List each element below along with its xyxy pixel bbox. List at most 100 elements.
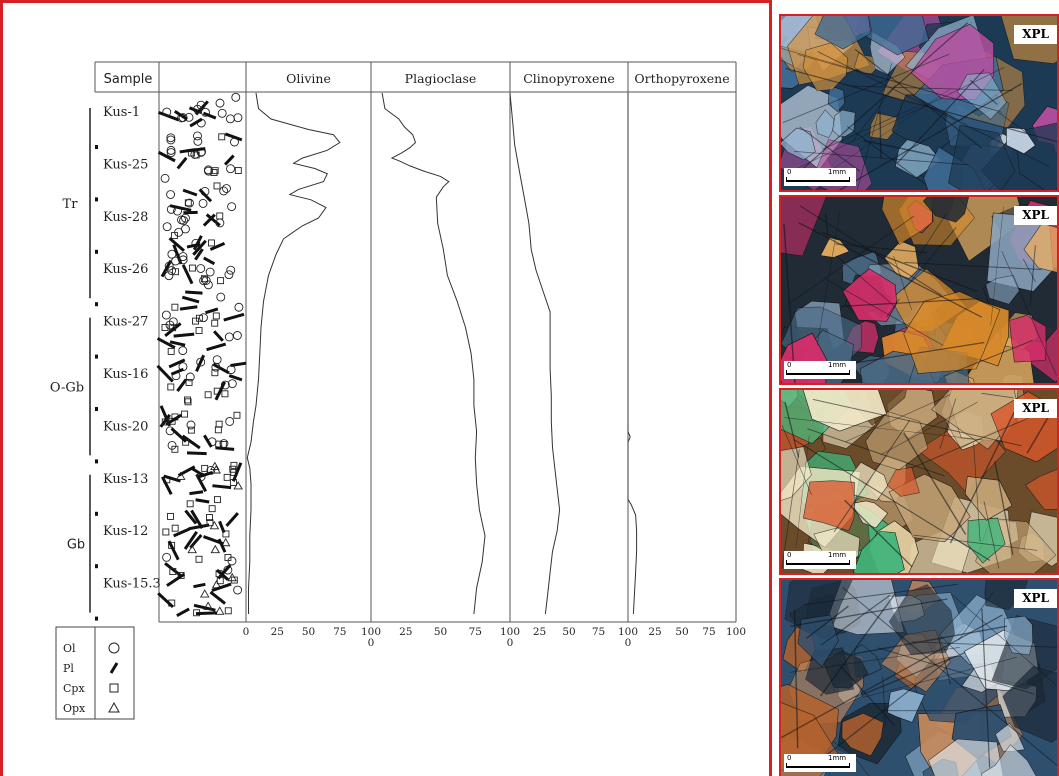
fracture-line xyxy=(781,449,800,569)
fracture-line xyxy=(789,67,1005,173)
legend-label-pl: Pl xyxy=(63,662,74,675)
fracture-line xyxy=(855,651,966,699)
fracture-line xyxy=(973,442,981,542)
plagioclase-symbol xyxy=(192,239,207,256)
mineral-grain xyxy=(815,109,835,138)
plagioclase-symbol xyxy=(212,363,230,375)
clinopyroxene-symbol xyxy=(170,232,178,240)
clinopyroxene-symbol xyxy=(210,169,218,176)
panel-title-olivine: Olivine xyxy=(286,71,331,86)
fracture-line xyxy=(877,647,1035,695)
mineral-grain xyxy=(802,480,855,532)
plagioclase-symbol xyxy=(179,148,196,154)
series-line-plagioclase xyxy=(381,92,486,615)
mineral-grain xyxy=(887,688,925,723)
x-tick-label: 100 xyxy=(361,626,381,638)
x-tick-label: 100 xyxy=(500,626,520,638)
x-tick-label: 75 xyxy=(592,626,605,638)
clinopyroxene-symbol xyxy=(182,438,190,446)
mineral-grain xyxy=(853,52,876,75)
olivine-symbol xyxy=(168,317,178,327)
fracture-line xyxy=(880,401,978,456)
clinopyroxene-symbol xyxy=(213,182,221,190)
mineral-grain xyxy=(842,268,898,322)
clinopyroxene-symbol xyxy=(212,312,220,320)
clinopyroxene-symbol xyxy=(188,264,196,272)
plagioclase-symbol xyxy=(173,527,190,538)
photomicrograph-3: XPL 0 1mm xyxy=(779,388,1059,575)
clinopyroxene-symbol xyxy=(171,445,179,453)
clinopyroxene-symbol xyxy=(186,500,194,508)
plagioclase-symbol xyxy=(211,582,232,593)
fracture-line xyxy=(998,111,1028,134)
clinopyroxene-symbol xyxy=(192,151,200,159)
rock-unit-label: Tr xyxy=(63,197,79,212)
clinopyroxene-symbol xyxy=(216,212,224,220)
olivine-symbol xyxy=(167,266,177,276)
olivine-symbol xyxy=(161,310,171,320)
mineral-grain xyxy=(802,42,848,92)
scale-unit: 1mm xyxy=(828,361,847,369)
plagioclase-symbol xyxy=(223,154,235,166)
scale-bar: 0 1mm xyxy=(784,168,856,186)
fracture-line xyxy=(806,605,849,639)
fracture-line xyxy=(824,213,829,235)
xpl-label: XPL xyxy=(1014,25,1057,44)
clinopyroxene-symbol xyxy=(162,528,170,536)
orthopyroxene-symbol xyxy=(214,606,225,615)
x-tick-label: 50 xyxy=(302,626,315,638)
fracture-line xyxy=(863,656,1017,698)
mineral-grain xyxy=(903,291,1001,374)
fracture-line xyxy=(812,398,1022,447)
fracture-line xyxy=(838,82,1023,190)
clinopyroxene-symbol xyxy=(234,167,242,175)
sample-label: Kus-27 xyxy=(103,315,148,330)
clinopyroxene-symbol xyxy=(215,420,223,428)
orthopyroxene-symbol xyxy=(187,544,197,554)
plagioclase-symbol xyxy=(195,498,210,504)
panel-title-clinopyroxene: Clinopyroxene xyxy=(523,71,615,86)
fracture-line xyxy=(787,215,915,305)
fracture-line xyxy=(799,205,942,296)
fracture-line xyxy=(882,676,886,726)
fracture-line xyxy=(799,126,861,172)
fracture-line xyxy=(784,417,984,441)
clinopyroxene-symbol xyxy=(195,327,203,335)
clinopyroxene-symbol xyxy=(217,277,225,285)
x-tick-label: 0 xyxy=(243,626,250,638)
mineral-grain xyxy=(922,197,969,223)
mineral-grain xyxy=(928,738,1004,776)
plagioclase-symbol xyxy=(212,484,232,490)
olivine-symbol xyxy=(185,372,195,382)
plagioclase-symbol xyxy=(183,530,198,550)
fracture-line xyxy=(904,262,1042,271)
clinopyroxene-symbol xyxy=(204,391,212,399)
clinopyroxene-symbol xyxy=(211,369,219,377)
fracture-line xyxy=(782,53,950,124)
mineral-mode-chart: Sample Olivine 0 25 50 75 100 Plagioclase 25 50 75… xyxy=(50,61,746,720)
clinopyroxene-symbol xyxy=(167,512,174,520)
clinopyroxene-symbol xyxy=(211,167,219,175)
fracture-line xyxy=(841,298,980,307)
fracture-line xyxy=(797,54,999,112)
fracture-line xyxy=(994,461,1014,555)
fracture-line xyxy=(913,534,1038,551)
clinopyroxene-symbol xyxy=(206,519,214,527)
fracture-line xyxy=(1001,250,1057,376)
clinopyroxene-symbol xyxy=(195,555,203,563)
olivine-symbol xyxy=(217,108,227,118)
olivine-symbol xyxy=(164,261,174,271)
clinopyroxene-symbol xyxy=(214,426,222,434)
fracture-line xyxy=(783,223,796,383)
plagioclase-symbol xyxy=(157,150,176,163)
fracture-line xyxy=(841,587,1057,767)
clinopyroxene-symbol xyxy=(184,396,191,404)
olivine-symbol xyxy=(196,357,206,367)
olivine-symbol xyxy=(205,267,215,277)
scale-unit: 1mm xyxy=(828,168,847,176)
olivine-symbol xyxy=(180,213,190,223)
olivine-symbol xyxy=(225,114,235,124)
olivine-symbol xyxy=(193,104,202,114)
olivine-symbol xyxy=(160,173,170,183)
fracture-line xyxy=(911,641,1057,648)
